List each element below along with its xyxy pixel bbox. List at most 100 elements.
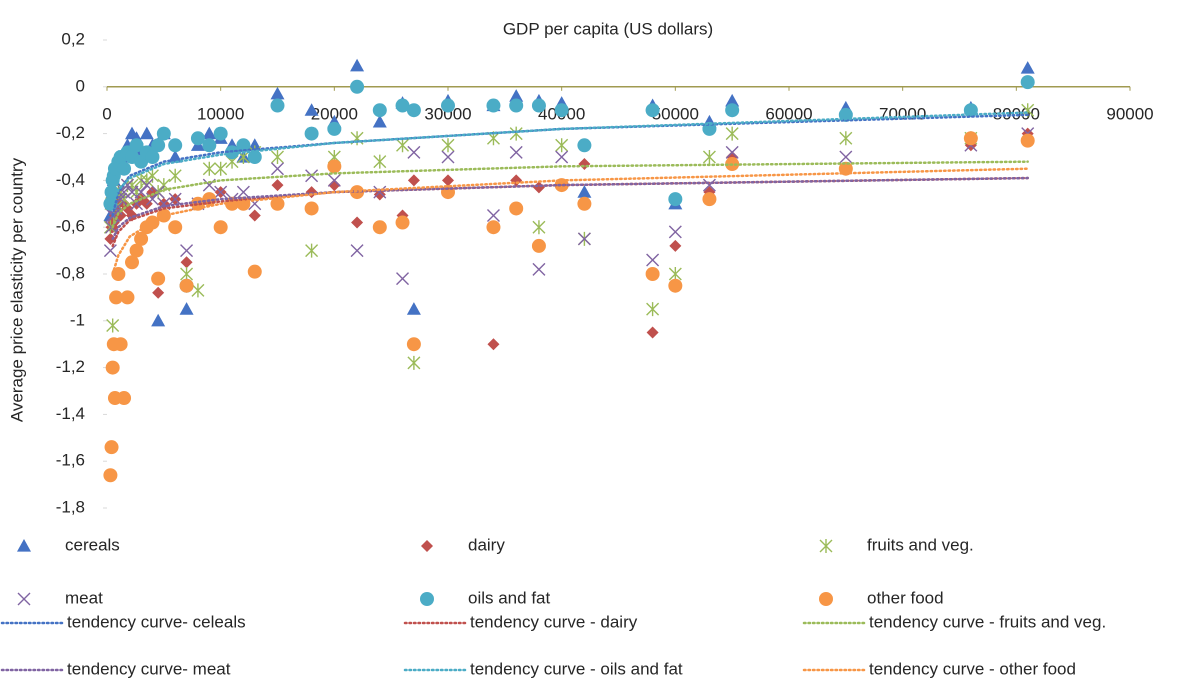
point bbox=[140, 178, 154, 192]
point bbox=[555, 150, 569, 164]
point bbox=[1020, 133, 1035, 148]
point bbox=[134, 231, 149, 246]
point bbox=[577, 138, 592, 153]
y-tick-label: -0,2 bbox=[56, 123, 85, 142]
point bbox=[396, 138, 410, 153]
point bbox=[134, 173, 148, 188]
point bbox=[168, 168, 182, 183]
point bbox=[168, 220, 183, 235]
point bbox=[180, 256, 193, 269]
point bbox=[213, 126, 228, 141]
point bbox=[702, 178, 716, 192]
point bbox=[486, 98, 501, 113]
x-tick-label: 30000 bbox=[424, 104, 471, 123]
point bbox=[180, 267, 194, 281]
point bbox=[139, 126, 154, 140]
point bbox=[532, 220, 546, 235]
point bbox=[725, 145, 739, 159]
point bbox=[271, 162, 284, 176]
point bbox=[214, 185, 228, 199]
point bbox=[725, 93, 740, 107]
point bbox=[179, 278, 194, 293]
point bbox=[270, 98, 285, 113]
y-tick-label: 0 bbox=[76, 76, 85, 95]
point bbox=[271, 150, 284, 164]
point bbox=[140, 197, 153, 210]
point bbox=[372, 103, 387, 118]
trend-line bbox=[111, 160, 1029, 229]
point bbox=[373, 154, 387, 169]
point bbox=[328, 179, 341, 192]
x-tick-label: 90000 bbox=[1106, 104, 1153, 123]
point bbox=[407, 145, 421, 159]
point bbox=[103, 468, 118, 483]
point bbox=[168, 138, 183, 153]
point bbox=[577, 232, 591, 246]
legend-label: tendency curve - fruits and veg. bbox=[869, 612, 1106, 631]
point bbox=[441, 185, 455, 200]
point bbox=[668, 192, 683, 207]
point bbox=[395, 215, 410, 230]
legend-label: tendency curve - dairy bbox=[470, 612, 638, 631]
x-tick-label: 70000 bbox=[879, 104, 926, 123]
y-tick-label: -0,8 bbox=[56, 263, 85, 282]
legend-marker bbox=[819, 592, 833, 606]
point bbox=[441, 138, 455, 153]
point bbox=[406, 337, 421, 352]
point bbox=[669, 239, 682, 252]
point bbox=[577, 196, 592, 211]
point bbox=[645, 267, 660, 281]
point bbox=[509, 201, 524, 216]
point bbox=[407, 174, 420, 187]
trend-line bbox=[111, 176, 1029, 241]
point bbox=[646, 326, 659, 339]
point bbox=[190, 196, 205, 211]
point bbox=[486, 220, 501, 235]
point bbox=[406, 302, 421, 315]
point bbox=[725, 103, 740, 118]
point bbox=[509, 98, 524, 113]
x-tick-label: 0 bbox=[102, 104, 111, 123]
point bbox=[725, 126, 739, 141]
point bbox=[248, 209, 261, 222]
point bbox=[486, 209, 500, 222]
point bbox=[702, 192, 717, 207]
point bbox=[577, 185, 592, 198]
point bbox=[406, 103, 421, 118]
trend-line bbox=[111, 167, 1029, 276]
point bbox=[645, 103, 660, 118]
point bbox=[372, 114, 387, 128]
point bbox=[103, 244, 117, 258]
point bbox=[487, 338, 500, 351]
point bbox=[104, 440, 119, 455]
y-tick-label: -1,2 bbox=[56, 357, 85, 376]
point bbox=[129, 138, 144, 153]
y-axis-title: Average price elasticity per country bbox=[7, 157, 26, 422]
point bbox=[350, 131, 364, 146]
point bbox=[202, 126, 217, 140]
point bbox=[304, 201, 319, 216]
point bbox=[327, 121, 342, 136]
point bbox=[113, 337, 128, 352]
point bbox=[532, 181, 545, 194]
point bbox=[372, 220, 387, 235]
point bbox=[120, 290, 135, 305]
y-tick-label: -0,4 bbox=[56, 170, 85, 189]
y-tick-label: -0,6 bbox=[56, 217, 85, 236]
point bbox=[578, 158, 591, 171]
point bbox=[105, 360, 120, 375]
x-tick-label: 20000 bbox=[311, 104, 358, 123]
legend-label: meat bbox=[65, 588, 103, 607]
point bbox=[668, 278, 683, 293]
x-tick-label: 10000 bbox=[197, 104, 244, 123]
point bbox=[407, 355, 421, 370]
point bbox=[179, 302, 194, 315]
point bbox=[151, 313, 166, 327]
point bbox=[531, 238, 546, 253]
point bbox=[117, 391, 132, 406]
point bbox=[668, 225, 682, 239]
point bbox=[152, 286, 165, 299]
point bbox=[396, 272, 410, 286]
point bbox=[236, 138, 251, 153]
y-tick-label: -1 bbox=[70, 310, 85, 329]
